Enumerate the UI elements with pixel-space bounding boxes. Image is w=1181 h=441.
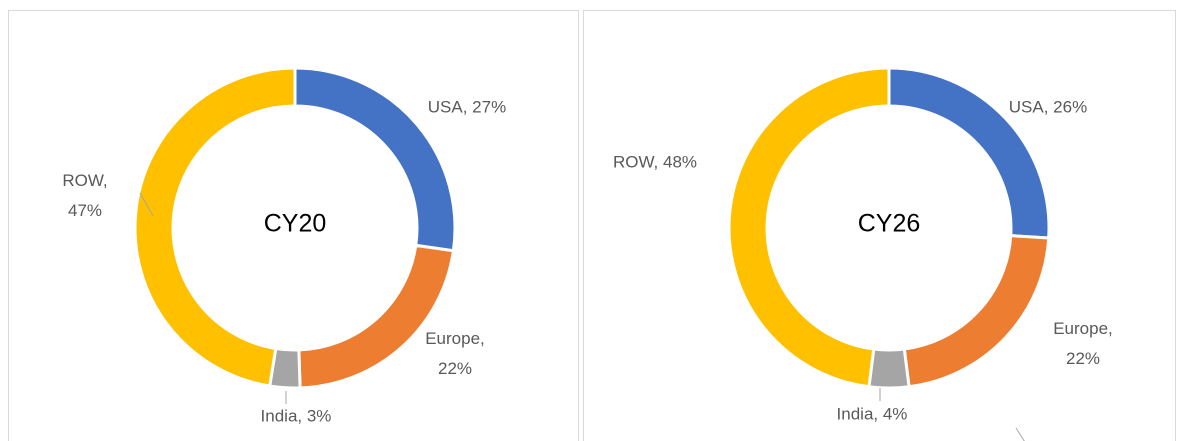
chart-title: CY20 [264,210,327,238]
chart-title: CY26 [858,210,921,238]
donut-segment [727,66,891,389]
leader-line [1015,427,1025,441]
data-label: Europe, 22% [425,329,485,378]
panel-border [583,10,1176,441]
donut-segment [867,347,911,390]
data-label: ROW, 47% [62,171,107,220]
data-label: USA, 27% [428,97,506,116]
donut-segment [133,66,297,388]
panel-border [8,10,579,441]
data-label: India, 3% [261,406,332,425]
data-label: USA, 26% [1009,97,1087,116]
leader-line [139,192,154,217]
data-label: India, 4% [837,404,908,423]
data-label: Europe, 22% [1053,319,1113,368]
data-label: ROW, 48% [613,152,697,171]
